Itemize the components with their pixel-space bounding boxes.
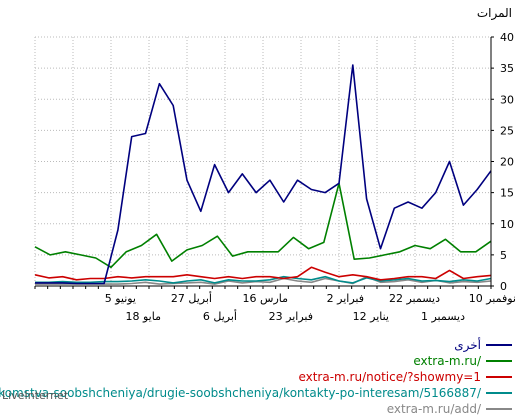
series-line-3 [35, 275, 492, 284]
legend-label: extra-m.ru/add/ [386, 402, 481, 416]
y-tick-labels: 0 5 10 15 20 25 30 35 40 [491, 31, 514, 293]
x-tick-label: 10 نوفمبر [469, 292, 516, 305]
legend-label: komstva-soobshcheniya/drugie-soobshcheni… [0, 386, 481, 400]
series-lines [34, 64, 492, 285]
y-tick-label: 40 [500, 31, 514, 44]
x-tick-labels: 10 نوفمبر 22 ديسمبر 2 فبراير 16 مارس 27 أبري… [105, 291, 516, 323]
x-tick-label: 27 أبريل [171, 291, 212, 305]
x-tick-label: 22 ديسمبر [389, 292, 440, 305]
line-chart: المرات 0 5 10 15 20 25 30 35 40 10 نوفمبر 22 ديسم… [34, 6, 516, 323]
grid [34, 36, 492, 287]
legend-entry: komstva-soobshcheniya/drugie-soobshcheni… [0, 385, 512, 401]
legend-label: extra-m.ru/ [413, 354, 481, 368]
watermark: LiveInternet [2, 389, 69, 402]
x-tick-label: 1 ديسمبر [421, 310, 465, 323]
legend-entry: extra-m.ru/notice/?showmy=1 [298, 369, 512, 385]
x-tick-label: 16 مارس [243, 292, 289, 305]
x-tick-label: 23 فبراير [269, 310, 313, 323]
series-line-0 [35, 64, 492, 285]
y-tick-label: 25 [500, 124, 514, 137]
legend-entry: أخرى [454, 337, 512, 353]
y-tick-label: 0 [500, 280, 507, 293]
y-tick-label: 30 [500, 93, 514, 106]
legend-swatch [486, 344, 512, 346]
x-tick-label: 5 يونيو [105, 292, 136, 305]
series-line-2 [34, 266, 492, 281]
series-line-1 [34, 182, 492, 269]
y-axis-label: المرات [477, 6, 512, 21]
legend-entry: extra-m.ru/add/ [387, 401, 512, 417]
x-tick-label: 18 مايو [126, 310, 162, 323]
y-tick-label: 15 [500, 187, 514, 200]
y-tick-label: 35 [500, 62, 514, 75]
x-tick-label: 2 فبراير [327, 292, 364, 305]
legend-swatch [486, 408, 512, 410]
y-tick-label: 5 [500, 249, 507, 262]
legend-swatch [486, 360, 512, 362]
legend-label: extra-m.ru/notice/?showmy=1 [298, 370, 481, 384]
x-tick-label: 12 يناير [353, 310, 389, 323]
y-tick-label: 20 [500, 156, 514, 169]
legend-swatch [486, 376, 512, 378]
legend-entry: extra-m.ru/ [413, 353, 512, 369]
series-line-4 [35, 275, 492, 285]
legend-label: أخرى [454, 338, 481, 352]
x-tick-label: 6 أبريل [203, 309, 237, 323]
y-tick-label: 10 [500, 218, 514, 231]
legend-swatch [486, 392, 512, 394]
